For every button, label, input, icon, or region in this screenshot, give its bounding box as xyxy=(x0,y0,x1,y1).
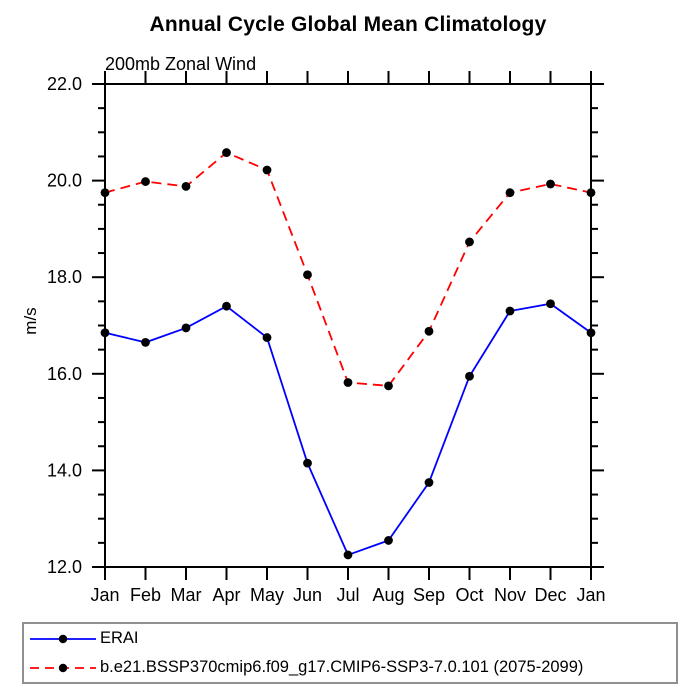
x-tick-label: Jun xyxy=(293,585,322,605)
data-point-marker xyxy=(262,165,272,175)
data-point-marker xyxy=(546,179,555,189)
x-tick-label: Aug xyxy=(372,585,404,605)
legend: ERAI b.e21.BSSP370cmip6.f09_g17.CMIP6-SS… xyxy=(22,622,678,684)
data-point-marker xyxy=(465,371,474,381)
x-tick-label: Nov xyxy=(494,585,526,605)
data-point-marker xyxy=(181,323,191,333)
data-point-marker xyxy=(100,188,110,198)
data-point-marker xyxy=(424,326,434,336)
data-point-marker xyxy=(343,550,353,560)
plot-area: 12.0 14.0 16.0 18.0 20.0 22.0 Jan Feb Mar Apr May J… xyxy=(47,71,606,605)
x-tick-label: Jan xyxy=(576,585,605,605)
y-tick-label: 20.0 xyxy=(47,171,82,191)
data-point-marker xyxy=(141,177,150,186)
data-point-marker xyxy=(505,306,515,316)
y-tick-label: 12.0 xyxy=(47,557,82,577)
data-point-marker xyxy=(384,381,393,391)
legend-item-model: b.e21.BSSP370cmip6.f09_g17.CMIP6-SSP3-7.… xyxy=(24,653,676,682)
data-point-marker xyxy=(303,458,312,468)
legend-label-model: b.e21.BSSP370cmip6.f09_g17.CMIP6-SSP3-7.… xyxy=(100,658,584,676)
data-point-marker xyxy=(465,237,474,247)
data-point-marker xyxy=(303,270,312,280)
series-line-0 xyxy=(104,302,592,557)
x-tick-label: Mar xyxy=(171,585,202,605)
x-tick-label: Oct xyxy=(455,585,483,605)
data-point-marker xyxy=(384,536,393,545)
data-point-marker xyxy=(262,333,272,342)
data-point-marker xyxy=(222,148,231,157)
erai-line-sample-icon xyxy=(30,634,96,643)
x-tick-label: Sep xyxy=(413,585,445,605)
data-point-marker xyxy=(343,378,353,387)
y-tick-label: 18.0 xyxy=(47,267,82,287)
x-tick-label: Dec xyxy=(534,585,566,605)
data-point-marker xyxy=(181,181,191,191)
legend-label-erai: ERAI xyxy=(100,629,139,647)
x-tick-label: Apr xyxy=(212,585,240,605)
data-point-marker xyxy=(586,188,596,198)
y-tick-label: 22.0 xyxy=(47,74,82,94)
model-line-sample-icon xyxy=(30,663,96,672)
data-point-marker xyxy=(222,301,231,311)
y-tick-label: 14.0 xyxy=(47,460,82,480)
y-tick-label: 16.0 xyxy=(47,364,82,384)
x-tick-label: Jul xyxy=(336,585,359,605)
data-point-marker xyxy=(505,188,515,198)
data-point-marker xyxy=(424,478,434,487)
data-point-marker xyxy=(100,328,110,338)
plot-frame xyxy=(104,83,592,568)
data-point-marker xyxy=(586,328,596,338)
data-point-marker xyxy=(141,338,150,347)
data-point-marker xyxy=(546,299,555,309)
series-line-1 xyxy=(104,151,592,387)
x-tick-label: Feb xyxy=(130,585,161,605)
chart-subtitle: 200mb Zonal Wind xyxy=(105,54,257,74)
x-tick-label: May xyxy=(250,585,284,605)
legend-item-erai: ERAI xyxy=(24,624,676,653)
x-tick-label: Jan xyxy=(90,585,119,605)
chart-title: Annual Cycle Global Mean Climatology xyxy=(149,13,547,36)
